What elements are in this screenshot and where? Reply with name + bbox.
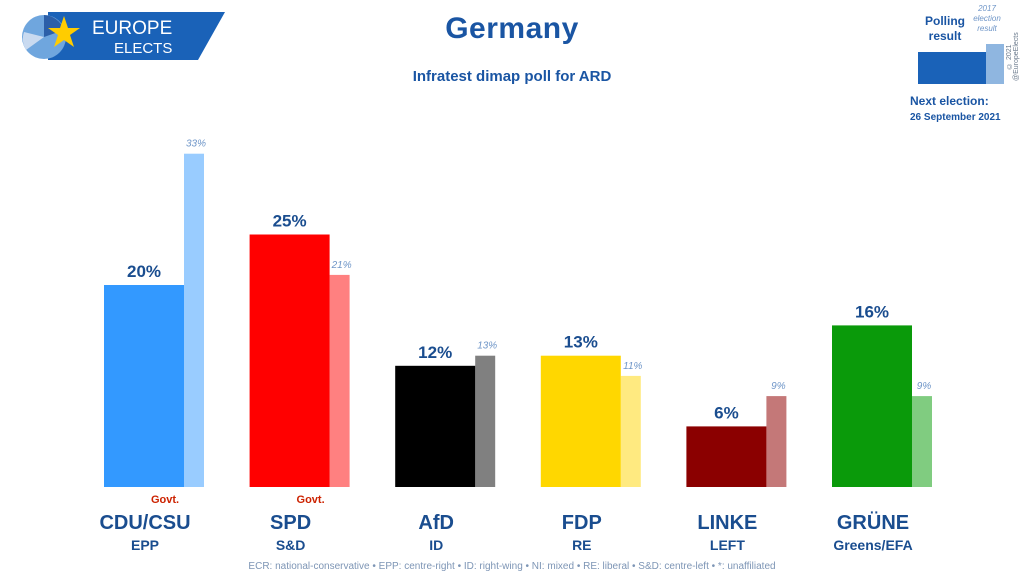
bar-election-fdp (620, 375, 641, 487)
legend-election-swatch (986, 44, 1004, 84)
data-label-election-afd: 13% (477, 341, 497, 352)
data-label-poll-gr-ne: 16% (855, 302, 889, 321)
data-label-poll-linke: 6% (714, 403, 739, 422)
category-label-spd: SPD (270, 512, 311, 534)
bar-poll-afd (395, 365, 476, 487)
data-label-poll-cdu-csu: 20% (127, 262, 161, 281)
govt-label-cdu-csu: Govt. (151, 494, 179, 506)
bar-election-afd (475, 355, 496, 487)
next-election-label: Next election: (910, 94, 989, 108)
bar-election-gr-ne (912, 396, 932, 487)
data-label-election-linke: 9% (771, 381, 786, 392)
bar-poll-linke (686, 426, 767, 487)
page-title: Germany (445, 12, 579, 45)
data-label-election-spd: 21% (331, 260, 352, 271)
legend-poll-label: Polling result (925, 14, 965, 43)
logo-line2: ELECTS (114, 40, 172, 57)
logo-line1: EUROPE (92, 18, 172, 39)
data-label-poll-afd: 12% (418, 343, 452, 362)
legend: Polling result 2017 election result © 20… (900, 2, 1024, 132)
legend-poll-swatch (918, 52, 986, 84)
bar-poll-cdu-csu (104, 285, 184, 487)
govt-label-spd: Govt. (297, 494, 325, 506)
group-label-fdp: RE (572, 537, 591, 553)
next-election-date: 26 September 2021 (910, 112, 1001, 123)
bar-election-spd (329, 274, 350, 487)
bar-poll-spd (249, 234, 330, 487)
group-label-gr-ne: Greens/EFA (833, 537, 912, 553)
data-label-election-cdu-csu: 33% (186, 139, 206, 150)
category-label-cdu-csu: CDU/CSU (99, 512, 190, 534)
category-label-gr-ne: GRÜNE (837, 511, 909, 534)
data-label-election-fdp: 11% (623, 361, 642, 372)
data-label-poll-fdp: 13% (564, 333, 598, 352)
europe-elects-logo: EUROPE ELECTS (22, 12, 225, 60)
data-label-poll-spd: 25% (273, 212, 307, 231)
legend-election-label: 2017 election result (973, 4, 1001, 33)
bar-election-linke (766, 396, 787, 487)
category-label-afd: AfD (418, 512, 454, 534)
group-label-cdu-csu: EPP (131, 537, 159, 553)
data-label-election-gr-ne: 9% (917, 381, 932, 392)
category-label-linke: LINKE (697, 512, 757, 534)
bar-poll-gr-ne (832, 325, 912, 487)
group-label-linke: LEFT (710, 537, 745, 553)
star-icon (48, 16, 80, 47)
bar-poll-fdp (540, 355, 621, 487)
category-label-fdp: FDP (562, 512, 602, 534)
group-label-afd: ID (429, 537, 443, 553)
footnote: ECR: national-conservative • EPP: centre… (248, 561, 776, 572)
bar-election-cdu-csu (184, 153, 204, 487)
page-subtitle: Infratest dimap poll for ARD (412, 68, 612, 85)
group-label-spd: S&D (276, 537, 306, 553)
